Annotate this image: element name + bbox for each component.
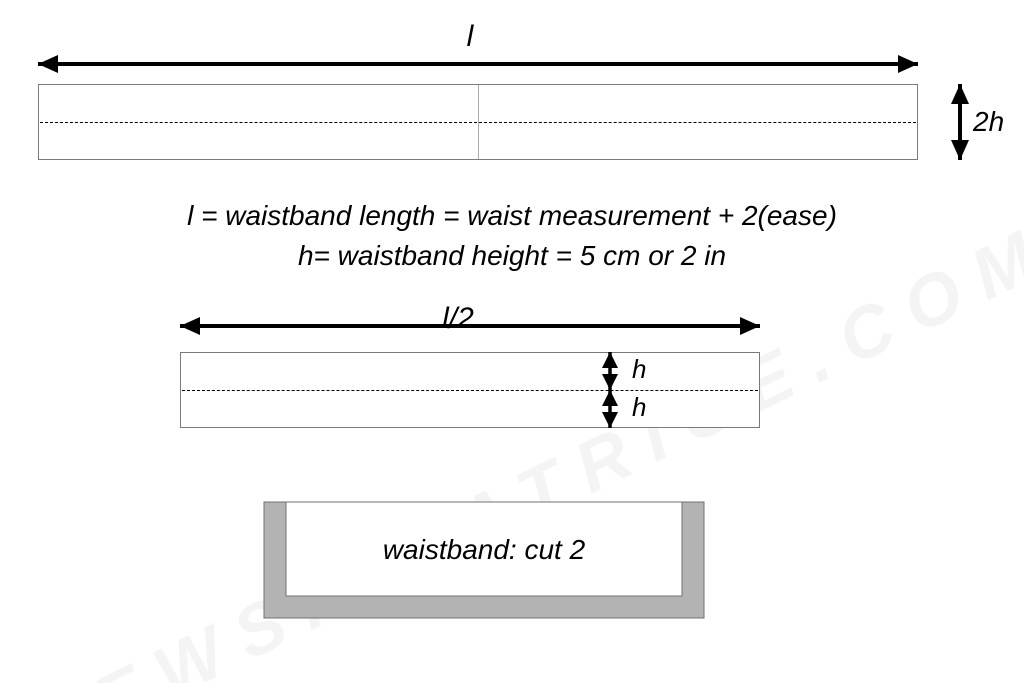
cut-piece: [0, 0, 1024, 683]
cut-piece-label: waistband: cut 2: [383, 534, 585, 566]
diagram-canvas: SEWSPIRATRICE.COM l 2h l = waistband len…: [0, 0, 1024, 683]
